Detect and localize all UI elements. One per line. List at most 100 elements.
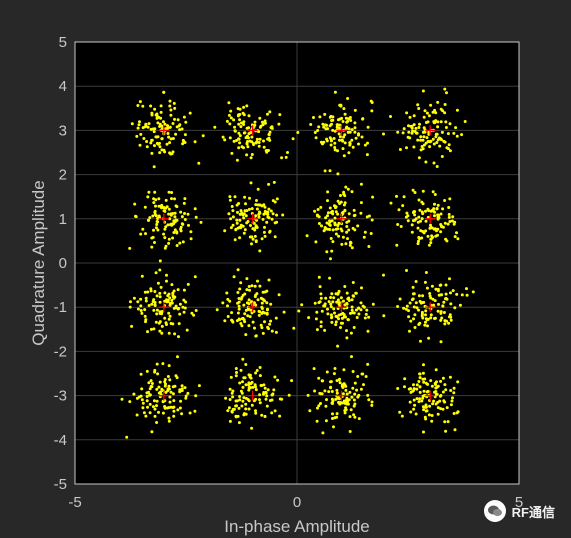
received-symbol-point bbox=[424, 313, 427, 317]
received-symbol-point bbox=[269, 319, 273, 323]
received-symbol-point bbox=[153, 107, 157, 111]
received-symbol-point bbox=[250, 207, 254, 211]
received-symbol-point bbox=[275, 220, 279, 224]
received-symbol-point bbox=[415, 306, 419, 310]
received-symbol-point bbox=[168, 151, 172, 155]
received-symbol-point bbox=[411, 188, 415, 192]
received-symbol-point bbox=[439, 379, 443, 383]
received-symbol-point bbox=[158, 151, 162, 155]
received-symbol-point bbox=[399, 225, 403, 228]
received-symbol-point bbox=[321, 431, 325, 435]
received-symbol-point bbox=[354, 136, 358, 140]
received-symbol-point bbox=[314, 240, 318, 244]
reference-symbol-marker bbox=[425, 125, 436, 136]
received-symbol-point bbox=[343, 133, 347, 137]
received-symbol-point bbox=[337, 302, 341, 306]
received-symbol-point bbox=[424, 317, 428, 321]
received-symbol-point bbox=[405, 211, 409, 215]
received-symbol-point bbox=[166, 223, 170, 227]
received-symbol-point bbox=[319, 205, 323, 209]
received-symbol-point bbox=[248, 385, 252, 389]
received-symbol-point bbox=[361, 304, 365, 308]
received-symbol-point bbox=[174, 204, 178, 208]
received-symbol-point bbox=[268, 130, 272, 134]
received-symbol-point bbox=[264, 390, 268, 394]
received-symbol-point bbox=[237, 297, 241, 300]
received-symbol-point bbox=[136, 104, 140, 107]
received-symbol-point bbox=[168, 314, 172, 318]
received-symbol-point bbox=[253, 123, 257, 127]
received-symbol-point bbox=[128, 400, 132, 404]
received-symbol-point bbox=[128, 246, 132, 250]
received-symbol-point bbox=[158, 291, 162, 295]
received-symbol-point bbox=[456, 380, 460, 384]
received-symbol-point bbox=[442, 311, 446, 314]
received-symbol-point bbox=[246, 308, 250, 311]
received-symbol-point bbox=[171, 122, 175, 125]
received-symbol-point bbox=[261, 331, 265, 335]
received-symbol-point bbox=[336, 344, 340, 348]
received-symbol-point bbox=[363, 316, 367, 320]
received-symbol-point bbox=[326, 127, 330, 131]
received-symbol-point bbox=[350, 395, 354, 399]
received-symbol-point bbox=[233, 125, 237, 129]
received-symbol-point bbox=[169, 113, 173, 117]
received-symbol-point bbox=[146, 405, 149, 409]
received-symbol-point bbox=[244, 333, 248, 337]
received-symbol-point bbox=[159, 390, 163, 394]
received-symbol-point bbox=[270, 329, 274, 333]
received-symbol-point bbox=[173, 106, 177, 110]
received-symbol-point bbox=[365, 153, 369, 157]
reference-symbol-marker bbox=[425, 390, 436, 401]
received-symbol-point bbox=[238, 118, 242, 122]
received-symbol-point bbox=[326, 190, 330, 194]
received-symbol-point bbox=[163, 291, 167, 295]
received-symbol-point bbox=[181, 305, 185, 309]
received-symbol-point bbox=[156, 121, 160, 125]
received-symbol-point bbox=[236, 291, 240, 294]
received-symbol-point bbox=[353, 213, 357, 217]
received-symbol-point bbox=[449, 291, 452, 295]
received-symbol-point bbox=[428, 145, 432, 149]
received-symbol-point bbox=[359, 201, 363, 205]
received-symbol-point bbox=[353, 415, 357, 419]
received-symbol-point bbox=[329, 380, 332, 384]
received-symbol-point bbox=[172, 306, 176, 310]
received-symbol-point bbox=[438, 399, 442, 403]
received-symbol-point bbox=[345, 126, 349, 130]
received-symbol-point bbox=[159, 116, 163, 120]
received-symbol-point bbox=[449, 389, 453, 392]
received-symbol-point bbox=[148, 411, 152, 415]
received-symbol-point bbox=[186, 282, 190, 286]
received-symbol-point bbox=[155, 387, 159, 391]
received-symbol-point bbox=[268, 110, 272, 114]
received-symbol-point bbox=[427, 114, 431, 118]
received-symbol-point bbox=[152, 201, 156, 205]
received-symbol-point bbox=[439, 311, 443, 315]
received-symbol-point bbox=[192, 313, 196, 317]
received-symbol-point bbox=[420, 217, 424, 221]
received-symbol-point bbox=[178, 302, 182, 306]
received-symbol-point bbox=[297, 309, 301, 313]
received-symbol-point bbox=[451, 289, 455, 293]
received-symbol-point bbox=[183, 133, 187, 137]
received-symbol-point bbox=[452, 386, 456, 390]
received-symbol-point bbox=[333, 367, 337, 370]
received-symbol-point bbox=[343, 208, 347, 212]
received-symbol-point bbox=[180, 127, 184, 131]
received-symbol-point bbox=[422, 143, 426, 147]
received-symbol-point bbox=[340, 116, 344, 120]
received-symbol-point bbox=[452, 391, 456, 395]
received-symbol-point bbox=[235, 139, 238, 142]
received-symbol-point bbox=[341, 139, 345, 143]
received-symbol-point bbox=[338, 381, 342, 385]
received-symbol-point bbox=[230, 311, 234, 315]
received-symbol-point bbox=[439, 212, 443, 216]
received-symbol-point bbox=[258, 284, 262, 288]
received-symbol-point bbox=[353, 108, 357, 112]
received-symbol-point bbox=[434, 402, 438, 406]
received-symbol-point bbox=[336, 199, 340, 203]
received-symbol-point bbox=[265, 289, 269, 293]
received-symbol-point bbox=[151, 300, 155, 303]
received-symbol-point bbox=[228, 122, 232, 126]
